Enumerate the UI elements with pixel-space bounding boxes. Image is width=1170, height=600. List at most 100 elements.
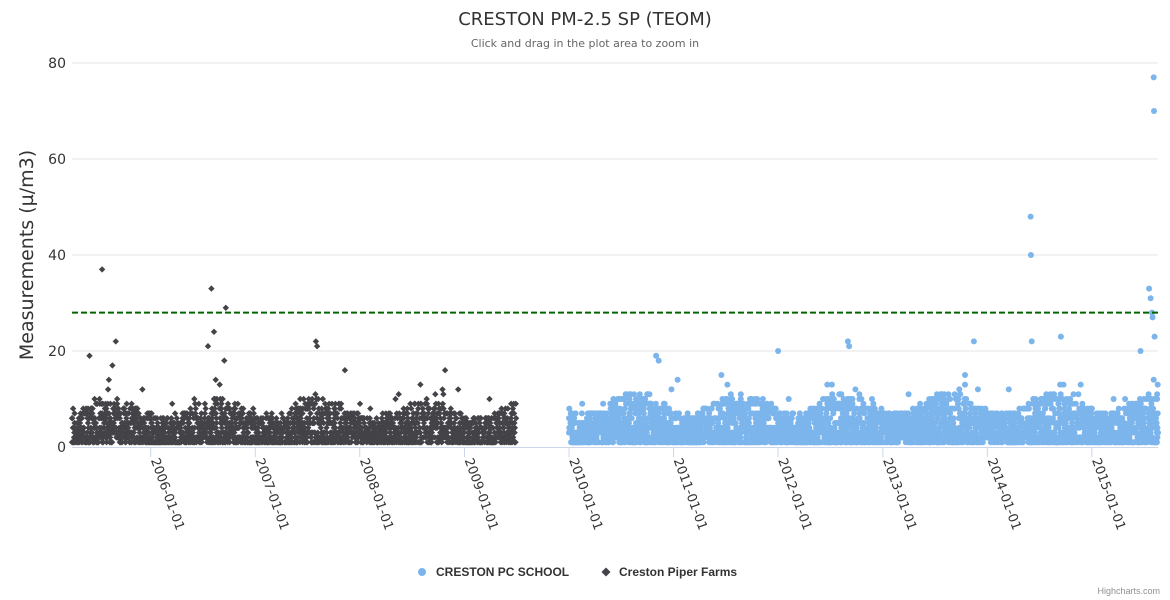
data-point[interactable] <box>605 439 612 446</box>
data-point[interactable] <box>367 405 374 412</box>
data-point[interactable] <box>821 424 828 431</box>
data-point[interactable] <box>636 415 643 422</box>
data-point[interactable] <box>739 420 745 426</box>
data-point[interactable] <box>829 391 836 398</box>
data-point[interactable] <box>765 410 772 417</box>
data-point[interactable] <box>760 420 767 426</box>
data-point[interactable] <box>626 396 633 402</box>
data-point[interactable] <box>806 424 813 431</box>
data-point[interactable] <box>801 429 808 436</box>
data-point[interactable] <box>636 410 643 417</box>
data-point[interactable] <box>849 400 856 407</box>
data-point-peak[interactable] <box>1149 314 1156 321</box>
data-point[interactable] <box>640 405 647 412</box>
data-point[interactable] <box>708 405 715 412</box>
data-point[interactable] <box>858 396 865 402</box>
data-point[interactable] <box>905 391 912 398</box>
data-point-peak[interactable] <box>1057 333 1064 340</box>
data-point[interactable] <box>1088 405 1095 412</box>
data-point[interactable] <box>191 395 198 403</box>
data-point[interactable] <box>579 400 586 407</box>
data-point[interactable] <box>737 429 744 436</box>
data-point[interactable] <box>643 429 650 436</box>
data-point[interactable] <box>805 420 812 426</box>
data-point[interactable] <box>600 400 607 407</box>
data-point[interactable] <box>745 420 752 426</box>
data-point[interactable] <box>672 415 679 422</box>
data-point[interactable] <box>715 420 722 426</box>
data-point[interactable] <box>962 381 968 388</box>
data-point[interactable] <box>637 420 644 426</box>
data-point[interactable] <box>878 434 885 441</box>
data-point[interactable] <box>765 415 772 422</box>
data-point[interactable] <box>814 434 821 441</box>
data-point[interactable] <box>612 400 619 407</box>
data-point-peak[interactable] <box>1150 74 1157 81</box>
data-point[interactable] <box>706 410 713 417</box>
data-point[interactable] <box>706 424 713 431</box>
data-point[interactable] <box>783 410 790 417</box>
data-point-peak[interactable] <box>1027 252 1034 258</box>
data-point[interactable] <box>723 396 730 402</box>
data-point[interactable] <box>763 400 770 407</box>
data-point[interactable] <box>589 420 596 426</box>
data-point[interactable] <box>586 415 593 422</box>
data-point[interactable] <box>566 405 573 412</box>
data-point[interactable] <box>201 410 209 417</box>
data-point[interactable] <box>853 405 860 412</box>
data-point[interactable] <box>192 405 199 412</box>
data-point[interactable] <box>727 391 734 398</box>
data-point-peak[interactable] <box>1146 285 1153 292</box>
data-point[interactable] <box>624 424 631 431</box>
data-point[interactable] <box>860 400 867 407</box>
data-point[interactable] <box>139 386 146 393</box>
data-point[interactable] <box>661 415 668 422</box>
data-point[interactable] <box>768 400 775 407</box>
data-point[interactable] <box>824 381 831 388</box>
data-point[interactable] <box>105 376 113 383</box>
data-point[interactable] <box>641 434 648 441</box>
data-point[interactable] <box>788 415 795 422</box>
data-point[interactable] <box>841 405 848 412</box>
data-point[interactable] <box>730 415 737 422</box>
data-point[interactable] <box>856 415 863 422</box>
data-point[interactable] <box>1155 429 1161 436</box>
data-point[interactable] <box>850 415 857 422</box>
data-point[interactable] <box>1005 386 1012 393</box>
data-point[interactable] <box>947 396 954 402</box>
data-point[interactable] <box>1115 405 1122 412</box>
data-point[interactable] <box>762 439 769 446</box>
data-point[interactable] <box>845 400 852 407</box>
data-point[interactable] <box>709 420 716 426</box>
data-point[interactable] <box>642 396 649 402</box>
data-point[interactable] <box>870 400 877 407</box>
data-point[interactable] <box>1110 396 1117 402</box>
data-point[interactable] <box>860 424 867 431</box>
data-point-peak[interactable] <box>970 338 977 345</box>
data-point[interactable] <box>568 424 575 431</box>
data-point[interactable] <box>621 405 628 412</box>
data-point[interactable] <box>578 410 585 417</box>
data-point-peak[interactable] <box>1151 333 1158 340</box>
data-point[interactable] <box>745 405 752 412</box>
data-point[interactable] <box>812 420 819 426</box>
data-point-peak[interactable] <box>775 348 782 354</box>
data-point[interactable] <box>666 405 672 412</box>
data-point[interactable] <box>740 400 747 407</box>
data-point[interactable] <box>607 400 614 407</box>
data-point[interactable] <box>607 424 614 431</box>
data-point[interactable] <box>668 410 674 417</box>
data-point[interactable] <box>724 424 731 431</box>
data-point[interactable] <box>1025 405 1032 412</box>
data-point[interactable] <box>787 420 794 426</box>
data-point[interactable] <box>745 415 752 422</box>
data-point[interactable] <box>395 391 402 398</box>
data-point[interactable] <box>869 396 875 402</box>
data-point-peak[interactable] <box>655 357 662 364</box>
data-point[interactable] <box>571 415 578 422</box>
data-point[interactable] <box>610 396 617 402</box>
data-point[interactable] <box>876 415 883 422</box>
data-point[interactable] <box>974 386 981 393</box>
data-point-peak[interactable] <box>846 343 853 350</box>
data-point[interactable] <box>698 424 704 431</box>
